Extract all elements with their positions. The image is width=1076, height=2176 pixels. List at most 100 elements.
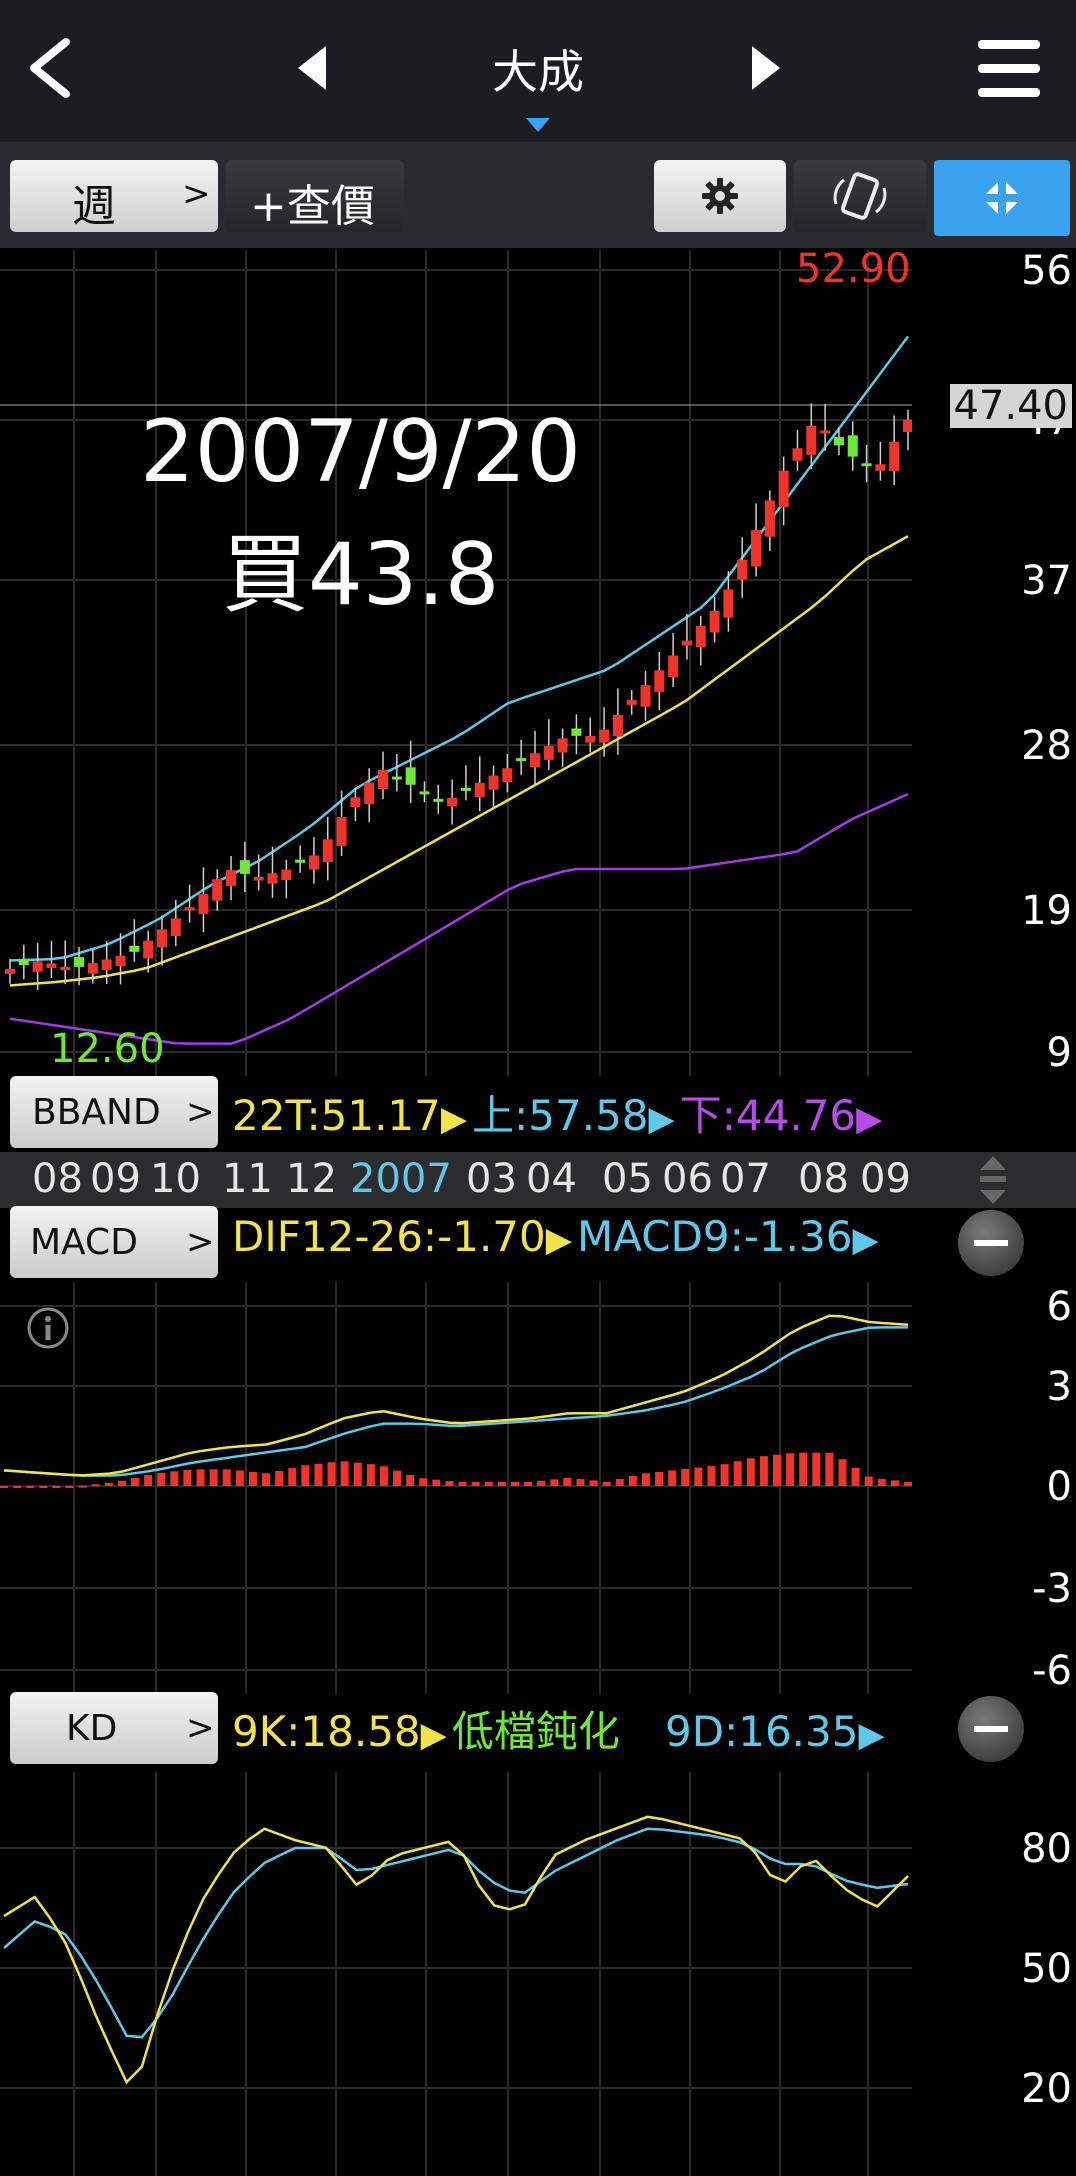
yellow-arrow-icon: ▶: [420, 1715, 447, 1755]
kd-k-value: 9K:18.58: [232, 1707, 421, 1756]
macd-histogram-bar: [222, 1469, 231, 1486]
macd-histogram-bar: [262, 1473, 271, 1486]
candle-body: [543, 745, 554, 760]
macd-histogram-bar: [668, 1470, 677, 1486]
candle-body: [378, 769, 389, 790]
price-query-button[interactable]: +查價: [226, 160, 404, 232]
macd-histogram-bar: [589, 1480, 598, 1486]
macd-histogram-bar: [694, 1467, 703, 1486]
macd-histogram-bar: [655, 1471, 664, 1486]
chevron-right-icon: >: [186, 1092, 215, 1132]
macd-histogram-bar: [799, 1452, 808, 1486]
candle-body: [405, 767, 416, 785]
chevron-right-icon: >: [186, 1222, 215, 1262]
candle-body: [723, 589, 734, 618]
candle-body: [737, 559, 748, 580]
candle-body: [571, 728, 582, 736]
time-axis-label: 09: [860, 1156, 911, 1202]
info-icon: [27, 1307, 69, 1349]
price-axis-tick: 19: [1021, 888, 1072, 934]
candle-body: [308, 855, 319, 870]
gear-icon: [702, 178, 738, 214]
chevron-left-icon: [30, 38, 70, 98]
macd-dif-value: DIF12-26:-1.70: [232, 1212, 546, 1261]
period-low-label: 12.60: [50, 1026, 165, 1072]
macd-histogram-bar: [288, 1468, 297, 1486]
kd-axis: 80 50 20: [912, 1772, 1076, 2176]
collapse-fullscreen-button[interactable]: [934, 160, 1070, 236]
kd-status: 低檔鈍化: [451, 1707, 620, 1756]
candle-body: [626, 700, 637, 705]
price-axis-tick: 37: [1021, 558, 1072, 604]
time-axis-bar: [0, 1152, 1076, 1208]
candle-body: [184, 907, 195, 911]
macd-histogram-bar: [432, 1479, 441, 1486]
prev-stock-button[interactable]: [290, 40, 334, 96]
kd-chart[interactable]: [0, 1772, 912, 2176]
cyan-arrow-icon: ▶: [858, 1715, 885, 1755]
candle-body: [226, 870, 237, 886]
candle-body: [751, 530, 762, 567]
macd-histogram-bar: [52, 1486, 61, 1488]
macd-histogram-bar: [26, 1486, 35, 1488]
cyan-arrow-icon: ▶: [852, 1220, 879, 1260]
bband-indicator-button[interactable]: BBAND >: [10, 1076, 218, 1148]
settings-button[interactable]: [654, 160, 786, 232]
macd-histogram-bar: [720, 1464, 729, 1486]
time-axis-label: 12: [286, 1156, 337, 1202]
macd-histogram-bar: [248, 1471, 257, 1486]
candle-body: [391, 776, 402, 780]
back-button[interactable]: [22, 28, 82, 108]
remove-macd-button[interactable]: [958, 1210, 1024, 1276]
bband-mid-line: [9, 535, 909, 987]
time-axis-label: 03: [466, 1156, 517, 1202]
candle-body: [529, 753, 540, 768]
macd-histogram-bar: [510, 1481, 519, 1486]
info-button[interactable]: [26, 1306, 70, 1350]
macd-histogram-bar: [563, 1477, 572, 1486]
macd-histogram-bar: [851, 1467, 860, 1486]
next-stock-button[interactable]: [744, 40, 788, 96]
macd-axis-tick: -6: [1032, 1648, 1072, 1694]
time-axis: 08 09 10 11 12 2007 03 04 05 06 07 08 09: [0, 1152, 912, 1208]
candle-body: [833, 437, 844, 446]
menu-button[interactable]: [976, 36, 1044, 102]
remove-kd-button[interactable]: [958, 1696, 1024, 1762]
macd-histogram-bar: [458, 1481, 467, 1486]
macd-histogram-bar: [379, 1466, 388, 1486]
rotate-screen-icon: [833, 172, 887, 220]
candle-body: [60, 967, 71, 971]
minus-icon: [974, 1726, 1008, 1732]
title-dropdown-indicator[interactable]: [524, 116, 552, 134]
macd-histogram-bar: [314, 1463, 323, 1486]
period-label: 週: [72, 181, 116, 232]
candle-body: [239, 860, 250, 874]
candle-body: [322, 839, 333, 863]
macd-histogram-bar: [65, 1486, 74, 1488]
price-candlestick-chart[interactable]: [0, 250, 912, 1076]
current-price-label: 47.40: [953, 383, 1068, 429]
kd-indicator-button[interactable]: KD >: [10, 1692, 218, 1764]
macd-histogram-bar: [772, 1454, 781, 1486]
macd-histogram-bar: [157, 1472, 166, 1486]
macd-histogram-bar: [877, 1478, 886, 1486]
candle-body: [792, 448, 803, 461]
rotate-screen-button[interactable]: [794, 160, 926, 232]
kd-axis-tick: 80: [1021, 1826, 1072, 1872]
period-selector-button[interactable]: 週 >: [10, 160, 218, 232]
macd-indicator-button[interactable]: MACD >: [10, 1206, 218, 1278]
macd-histogram-bar: [419, 1478, 428, 1486]
resize-handle[interactable]: [976, 1150, 1010, 1210]
macd-histogram-bar: [641, 1473, 650, 1486]
macd-chart[interactable]: [0, 1282, 912, 1694]
macd-histogram-bar: [353, 1462, 362, 1486]
time-axis-label: 08: [798, 1156, 849, 1202]
candle-body: [502, 768, 513, 783]
candle-body: [640, 685, 651, 707]
hamburger-menu-icon: [978, 40, 1040, 97]
stock-name-title[interactable]: 大成: [492, 45, 584, 99]
candle-body: [74, 957, 85, 967]
time-axis-label: 05: [602, 1156, 653, 1202]
candle-body: [889, 442, 900, 471]
candle-body: [198, 894, 209, 914]
